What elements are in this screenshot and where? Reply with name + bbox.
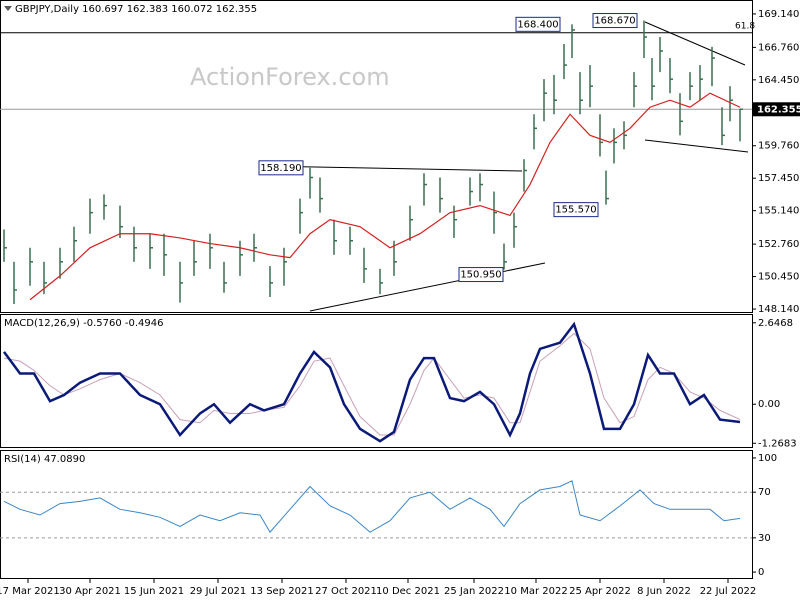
indicator-line xyxy=(3,332,741,436)
x-tick-label: 10 Mar 2022 xyxy=(504,586,567,597)
annotation-label: 155.570 xyxy=(555,205,596,216)
annotation-box xyxy=(515,16,561,32)
x-tick-label: 10 Dec 2021 xyxy=(376,586,440,597)
x-tick-label: 8 Jun 2022 xyxy=(637,586,691,597)
x-tick-label: 25 Jan 2022 xyxy=(444,586,504,597)
indicator-line xyxy=(3,480,741,533)
y-tick-label: 150.450 xyxy=(758,272,799,283)
y-tick-label: 30 xyxy=(758,533,771,544)
macd-title: MACD(12,26,9) -0.5760 -0.4946 xyxy=(4,318,164,329)
price-panel xyxy=(0,0,753,313)
rsi-title: RSI(14) 47.0890 xyxy=(4,454,85,465)
y-tick-label: 2.6468 xyxy=(758,318,793,329)
x-tick-label: 25 Apr 2022 xyxy=(569,586,631,597)
resistance-line xyxy=(261,165,523,172)
y-tick-label: 164.450 xyxy=(758,75,799,86)
indicator-line xyxy=(2,321,741,443)
y-tick-label: 0.00 xyxy=(758,399,780,410)
y-tick-label: 70 xyxy=(758,487,771,498)
y-tick-label: 152.760 xyxy=(758,239,799,250)
annotation-box xyxy=(458,267,504,283)
macd-panel xyxy=(0,314,753,448)
y-tick-label: 169.140 xyxy=(758,9,799,20)
annotation-box xyxy=(553,202,599,218)
x-tick-label: 30 Apr 2021 xyxy=(59,586,121,597)
y-tick-label: -1.2683 xyxy=(758,438,797,449)
annotation-box xyxy=(258,160,304,176)
rsi-panel xyxy=(0,450,753,579)
support-trendline xyxy=(309,262,546,312)
wedge-upper xyxy=(644,21,746,66)
fib-label: 61.8 xyxy=(735,21,755,31)
annotation-label: 168.400 xyxy=(517,19,558,30)
price-header: GBPJPY,Daily 160.697 162.383 160.072 162… xyxy=(15,4,257,15)
y-tick-label: 155.140 xyxy=(758,206,799,217)
last-price-label: 162.355 xyxy=(757,104,800,115)
annotation-label: 150.950 xyxy=(460,270,501,281)
y-tick-label: 157.450 xyxy=(758,173,799,184)
y-tick-label: 100 xyxy=(758,453,777,464)
x-tick-label: 13 Sep 2021 xyxy=(250,586,313,597)
last-price-box xyxy=(753,102,800,117)
annotation-label: 168.670 xyxy=(594,16,635,27)
y-tick-label: 0 xyxy=(758,567,764,578)
x-tick-label: 29 Jul 2021 xyxy=(190,586,247,597)
symbol-icon xyxy=(4,6,12,11)
annotation-label: 158.190 xyxy=(260,163,301,174)
annotation-box xyxy=(592,13,638,29)
x-tick-label: 27 Oct 2021 xyxy=(315,586,377,597)
watermark: ActionForex.com xyxy=(190,63,390,91)
x-tick-label: 15 Jun 2021 xyxy=(124,586,184,597)
wedge-lower xyxy=(644,139,749,153)
x-tick-label: 17 Mar 2021 xyxy=(0,586,60,597)
y-tick-label: 148.140 xyxy=(758,304,799,315)
x-tick-label: 22 Jul 2022 xyxy=(700,586,757,597)
moving-average xyxy=(29,92,741,301)
y-tick-label: 159.760 xyxy=(758,141,799,152)
y-tick-label: 166.760 xyxy=(758,42,799,53)
